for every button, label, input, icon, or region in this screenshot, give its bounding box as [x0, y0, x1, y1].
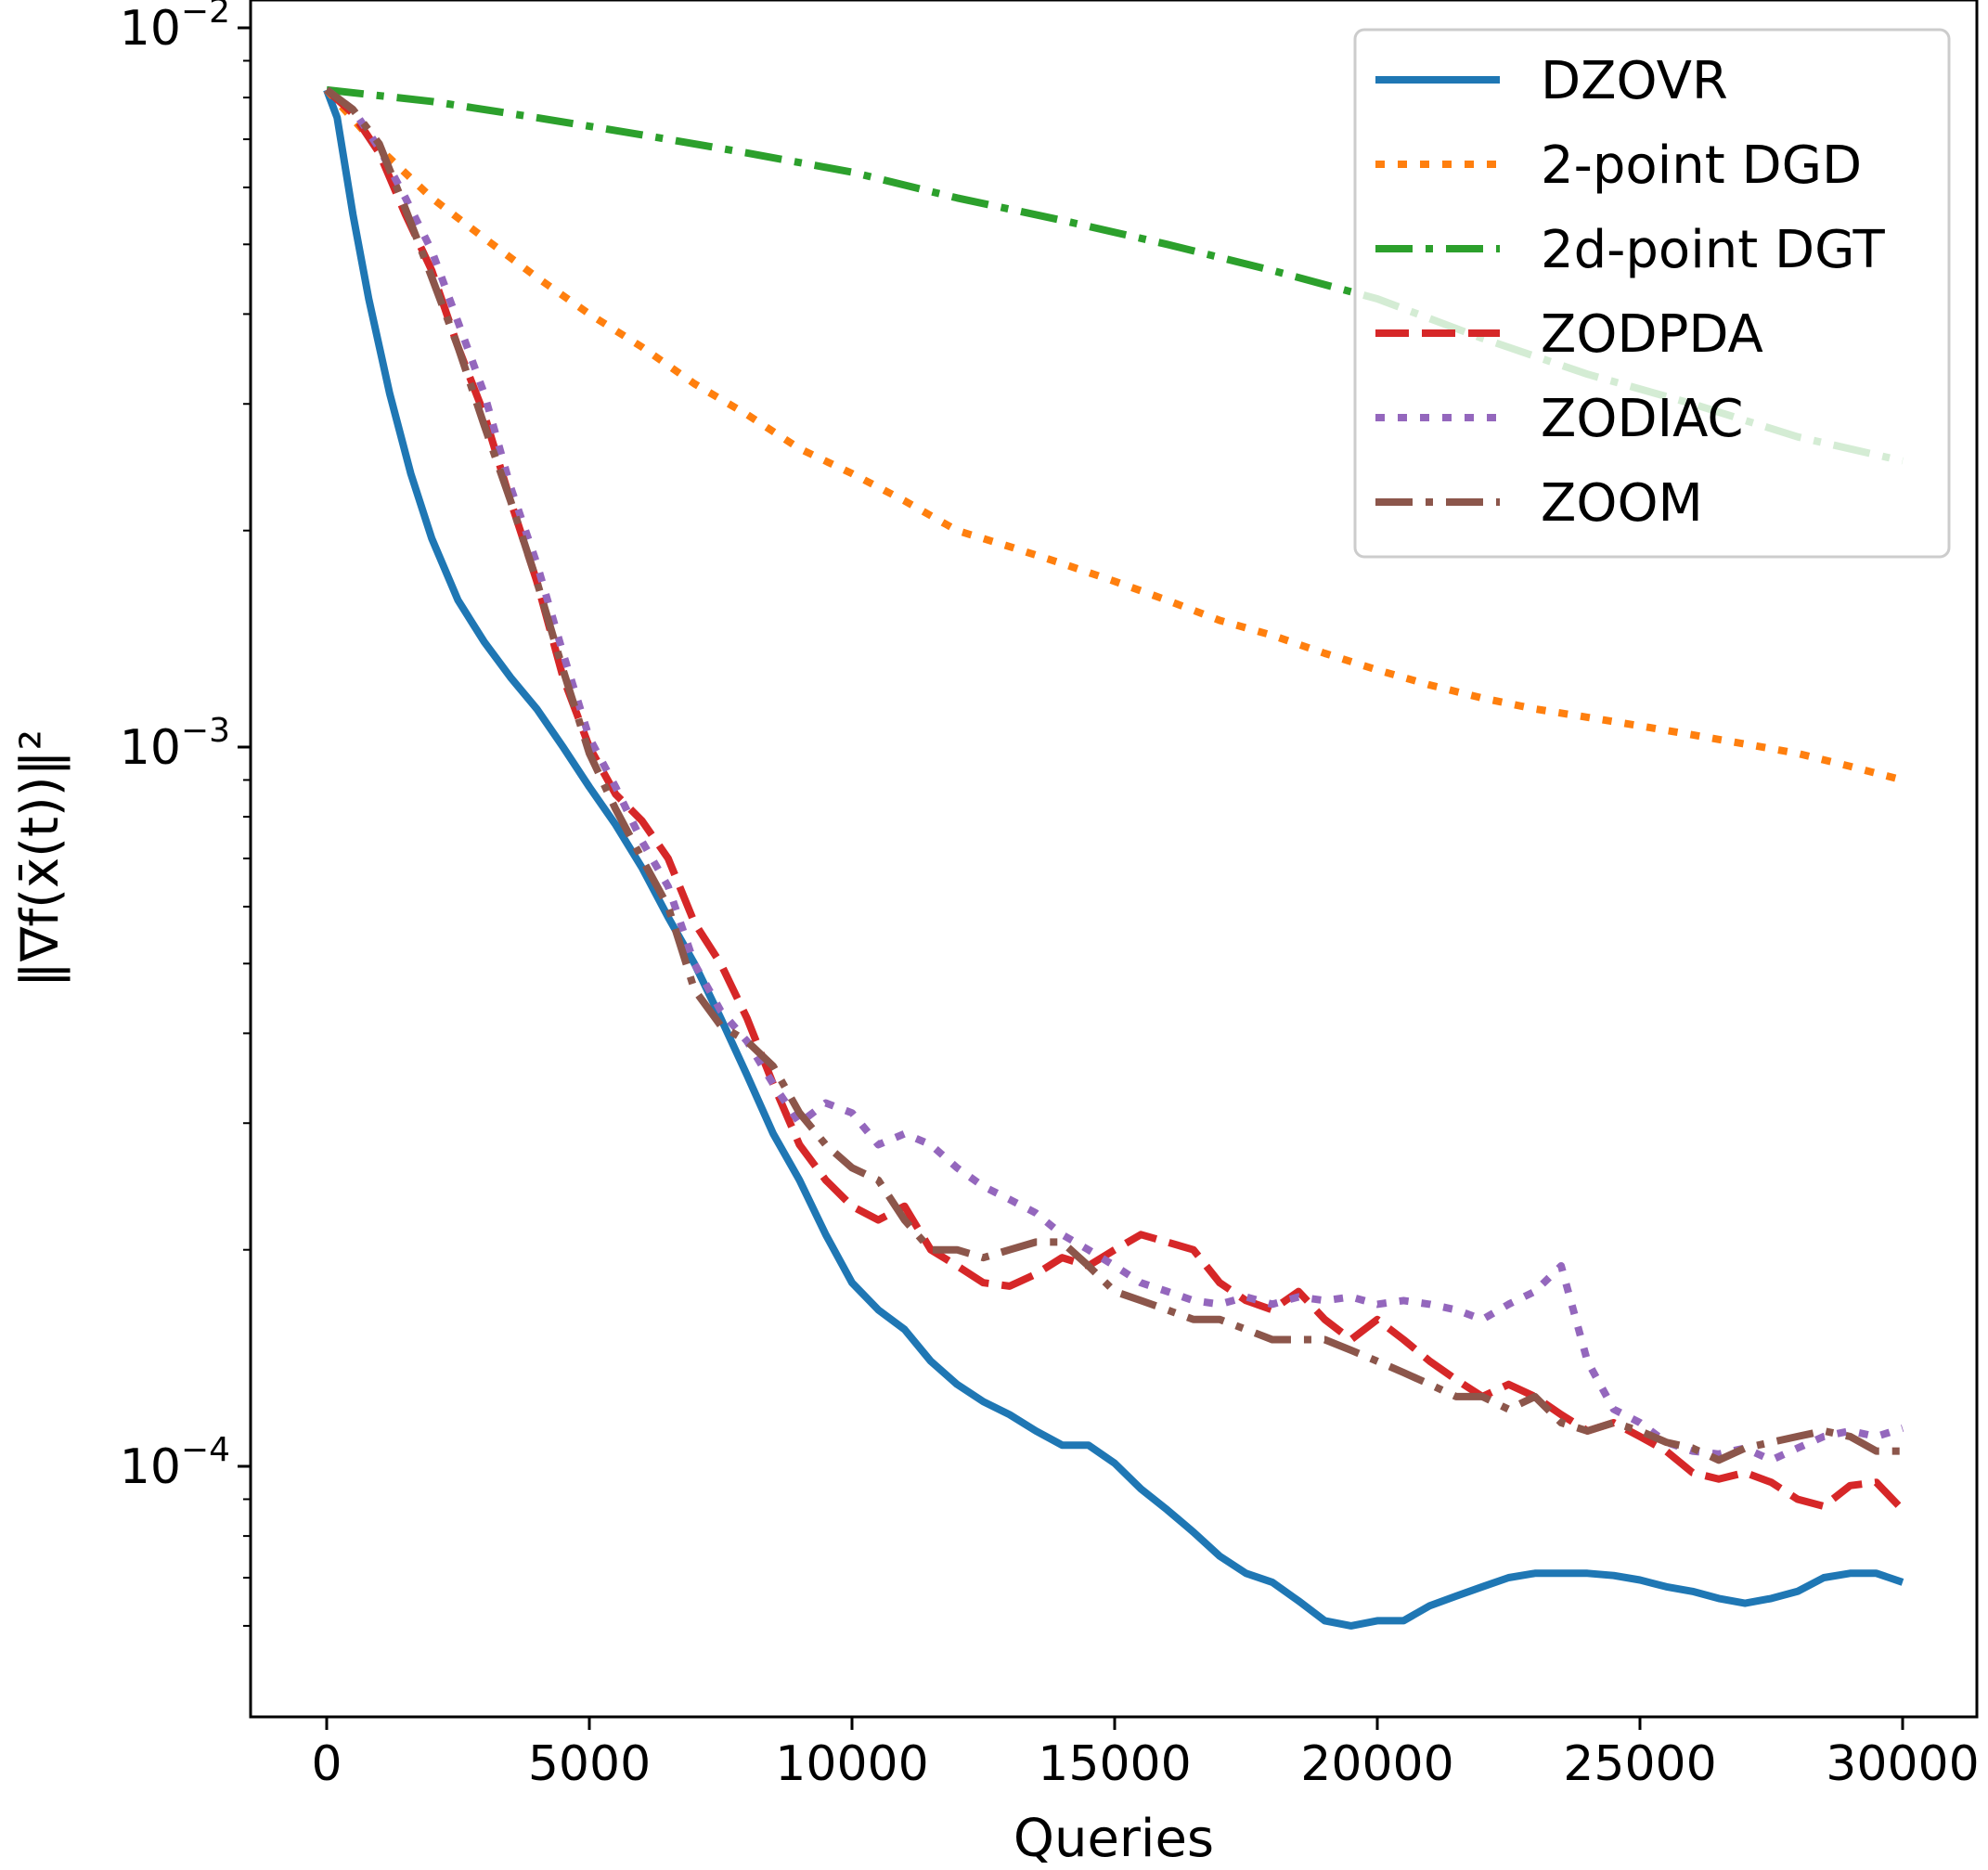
x-tick-label: 10000: [775, 1736, 928, 1792]
legend-box: [1353, 28, 1951, 559]
x-tick-label: 5000: [528, 1736, 651, 1792]
legend-label: 2-point DGD: [1541, 135, 1862, 196]
series-line-zodiac: [324, 86, 1904, 1464]
y-tick-label: 10−4: [120, 1431, 230, 1495]
legend: DZOVR 2-point DGD 2d-point DGT ZODPDA ZODIAC…: [1353, 28, 1951, 559]
y-tick-label: 10−3: [120, 712, 230, 776]
series-line-zoom: [324, 86, 1903, 1464]
x-tick-label: 20000: [1300, 1736, 1453, 1792]
x-tick-label: 15000: [1038, 1736, 1191, 1792]
legend-label: ZOOM: [1541, 473, 1703, 534]
x-tick-label: 25000: [1563, 1736, 1716, 1792]
legend-label: ZODIAC: [1541, 389, 1744, 449]
x-axis-label: Queries: [1013, 1809, 1214, 1869]
x-tick-label: 0: [311, 1736, 342, 1792]
y-axis-label: ‖∇f(x̄(t))‖²: [10, 729, 71, 987]
series-line-2-point-dgd: [324, 87, 1904, 784]
y-tick-label: 10−2: [120, 0, 230, 57]
y-axis: 10−2 10−3 10−4: [120, 0, 251, 1627]
legend-label: ZODPDA: [1541, 304, 1763, 365]
series-line-dzovr: [323, 88, 1904, 1630]
x-axis: 0 5000 10000 15000 20000 25000 30000: [311, 1717, 1980, 1792]
legend-label: 2d-point DGT: [1541, 220, 1886, 280]
x-tick-label: 30000: [1826, 1736, 1979, 1792]
legend-label: DZOVR: [1541, 51, 1728, 111]
